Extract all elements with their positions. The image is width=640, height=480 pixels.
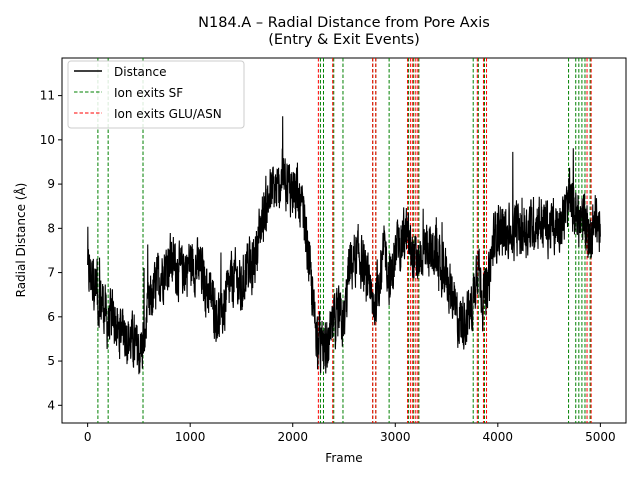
- x-tick-label-3: 3000: [380, 430, 411, 444]
- legend-label-distance: Distance: [114, 65, 166, 79]
- y-tick-label-5: 9: [47, 177, 55, 191]
- y-tick-label-4: 8: [47, 221, 55, 235]
- y-tick-label-6: 10: [40, 133, 55, 147]
- x-axis-label: Frame: [325, 451, 362, 465]
- y-tick-label-0: 4: [47, 398, 55, 412]
- x-tick-label-2: 2000: [277, 430, 308, 444]
- y-axis: 4 5 6 7 8 9 10 11: [40, 89, 62, 412]
- x-tick-label-5: 5000: [585, 430, 616, 444]
- chart-title: N184.A – Radial Distance from Pore Axis: [198, 15, 490, 31]
- x-tick-label-0: 0: [84, 430, 92, 444]
- x-axis: 0 1000 2000 3000 4000 5000: [84, 423, 616, 444]
- y-tick-label-2: 6: [47, 310, 55, 324]
- y-tick-label-1: 5: [47, 354, 55, 368]
- x-tick-label-4: 4000: [483, 430, 514, 444]
- y-axis-label: Radial Distance (Å): [13, 183, 28, 298]
- distance-series-line: [87, 116, 601, 375]
- plot-frame: [61, 57, 627, 424]
- legend: Distance Ion exits SF Ion exits GLU/ASN: [67, 60, 245, 129]
- legend-label-glu: Ion exits GLU/ASN: [114, 107, 222, 121]
- x-tick-label-1: 1000: [175, 430, 206, 444]
- y-tick-label-3: 7: [47, 266, 55, 280]
- chart-subtitle: (Entry & Exit Events): [268, 32, 420, 48]
- y-tick-label-7: 11: [40, 89, 55, 103]
- legend-box: [67, 60, 245, 129]
- legend-label-sf: Ion exits SF: [114, 86, 183, 100]
